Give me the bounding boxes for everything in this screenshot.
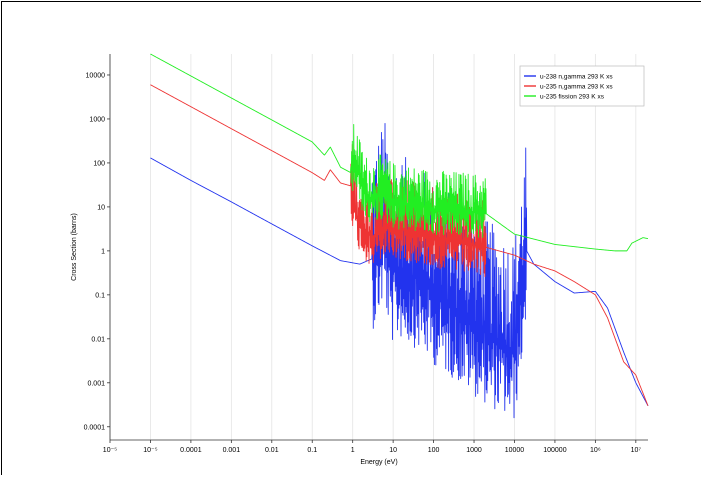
x-tick-label: 10: [389, 447, 397, 454]
y-tick-label: 1: [101, 248, 105, 255]
x-tick-label: 100: [428, 447, 440, 454]
y-tick-label: 0.001: [87, 380, 105, 387]
y-tick-label: 1000: [89, 116, 105, 123]
y-tick-label: 10000: [86, 72, 106, 79]
x-tick-label: 10⁷: [631, 447, 642, 454]
x-tick-label: 10000: [505, 447, 525, 454]
x-tick-label: 0.0001: [180, 447, 202, 454]
legend-item-u235-ngamma: u-235 n,gamma 293 K xs: [524, 84, 613, 91]
series-line-2: [150, 53, 649, 252]
y-tick-label: 0.0001: [84, 424, 106, 431]
x-tick-label: 100000: [543, 447, 566, 454]
x-tick-label: 0.01: [265, 447, 279, 454]
x-tick-label: 10⁶: [590, 447, 601, 454]
legend-label: u-235 n,gamma 293 K xs: [540, 84, 613, 91]
legend-box: [519, 65, 645, 107]
legend-label: u-235 fission 293 K xs: [540, 94, 605, 101]
y-tick-label: 0.1: [95, 292, 105, 299]
legend: u-238 n,gamma 293 K xs u-235 n,gamma 293…: [519, 65, 645, 107]
y-axis-title: Cross Section (barns): [71, 213, 78, 281]
x-tick-label: 0.1: [307, 447, 317, 454]
legend-item-u235-fission: u-235 fission 293 K xs: [524, 94, 605, 101]
plot-area: [150, 53, 649, 419]
y-tick-label: 100: [93, 160, 105, 167]
axes: 10⁻⁵ 10⁻⁵ 0.0001 0.001 0.01 0.1 1 10 100 1000 1000…: [84, 54, 648, 454]
y-tick-label: 0.01: [91, 336, 105, 343]
legend-item-u238-ngamma: u-238 n,gamma 293 K xs: [524, 74, 613, 81]
x-tick-label: 1000: [466, 447, 482, 454]
legend-label: u-238 n,gamma 293 K xs: [540, 74, 613, 81]
x-tick-label: 10⁻⁵: [143, 447, 157, 454]
x-tick-label: 0.001: [223, 447, 241, 454]
y-tick-label: 10: [97, 204, 105, 211]
x-axis-title: Energy (eV): [360, 459, 397, 466]
x-tick-label: 1: [351, 447, 355, 454]
x-tick-label: 10⁻⁵: [103, 447, 117, 454]
